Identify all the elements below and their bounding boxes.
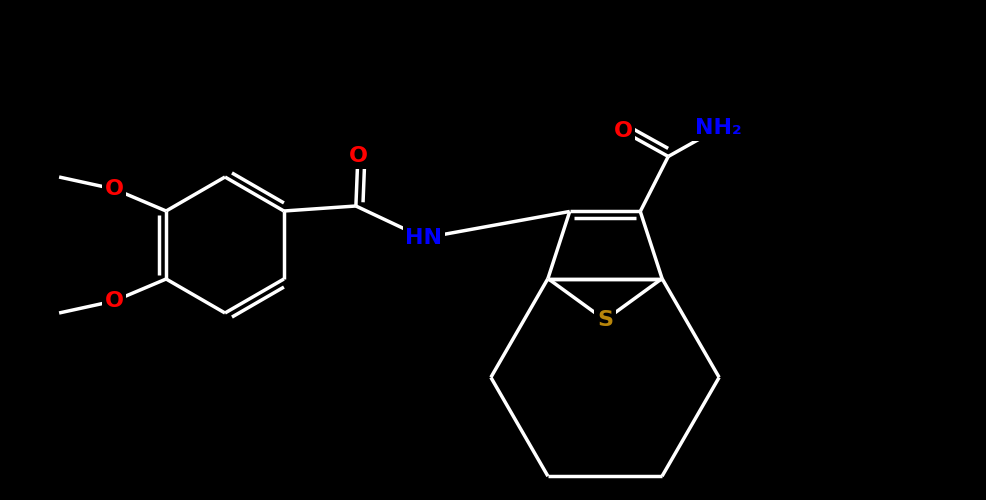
Text: O: O — [105, 179, 123, 199]
Text: S: S — [597, 310, 613, 330]
Text: O: O — [613, 122, 633, 142]
Text: NH₂: NH₂ — [695, 118, 741, 139]
Text: HN: HN — [405, 228, 443, 248]
Text: O: O — [348, 146, 368, 166]
Text: O: O — [105, 291, 123, 311]
